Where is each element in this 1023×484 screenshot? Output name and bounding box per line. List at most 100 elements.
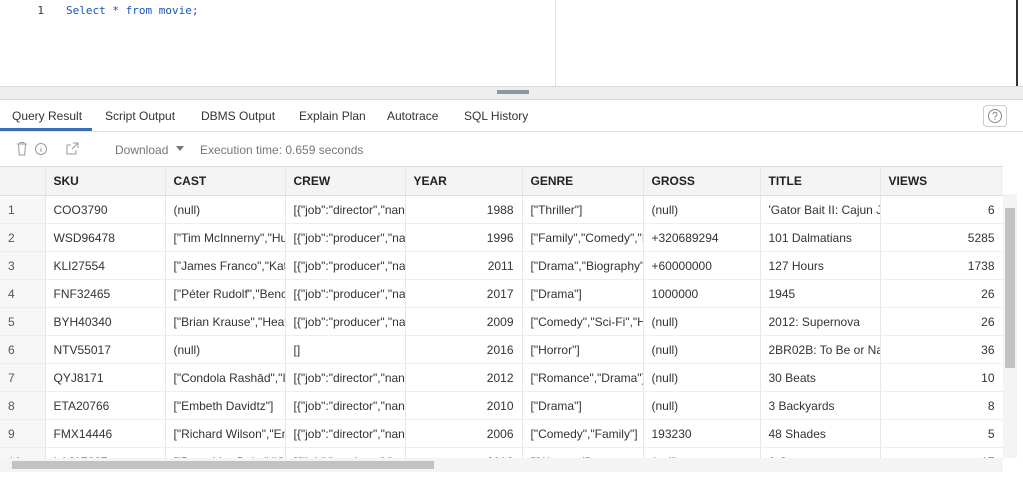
cell: ["Barry Van Dyke","Gr [165,447,286,459]
cell: 26 [880,279,1003,308]
row-number: 6 [0,335,46,364]
cell: 193230 [643,419,761,448]
cell: ["Romance","Drama"] [522,363,644,392]
table-row[interactable]: 10LAJ17667["Barry Van Dyke","Gr[{"job":"… [0,447,1003,459]
cell: 8 [880,391,1003,420]
tab[interactable]: DBMS Output [201,109,276,123]
table-row[interactable]: 2 WSD96478 ["Tim McInnerny","Hu [{"job":"pr… [0,223,1003,252]
row-number: 3 [0,251,46,280]
cell: 36 [880,335,1003,364]
cell: (null) [165,195,286,224]
scroll-thumb[interactable] [1005,208,1015,368]
tab[interactable]: Query Result [12,109,83,123]
row-number: 2 [0,223,46,252]
cell: QYJ8171 [45,363,166,392]
cell: +320689294 [643,223,761,252]
header-row: SKU CAST CREW YEAR GENRE GROSS TITLE VIEWS [0,167,1003,196]
column-header[interactable]: GENRE [522,167,644,196]
cell: 1738 [880,251,1003,280]
cell: (null) [643,307,761,336]
margin-line [555,0,556,86]
cell: 1988 [405,195,523,224]
cell: 2010 [405,391,523,420]
cell: [{"job":"director","nan [285,391,406,420]
table-row[interactable]: 3 KLI27554 ["James Franco","Kate [{"job":"p… [0,251,1003,280]
cell: [{"job":"producer","na [285,251,406,280]
cell: 6 [880,195,1003,224]
cell: (null) [643,195,761,224]
column-header[interactable]: TITLE [760,167,881,196]
editor-scrollbar [1016,0,1018,86]
cell: ["Embeth Davidtz"] [165,391,286,420]
table-row[interactable]: 6 NTV55017 (null)[] 2016 ["Horror"] (null) 2BR… [0,335,1003,364]
cell: 2012 [405,363,523,392]
cell: 48 Shades [760,419,881,448]
scroll-thumb[interactable] [12,461,434,469]
column-header[interactable]: SKU [45,167,166,196]
splitter[interactable] [0,86,1023,100]
cell: ["Comedy","Family"] [522,419,644,448]
cell: KLI27554 [45,251,166,280]
cell: [{"job":"director","nan [285,419,406,448]
column-header[interactable]: CAST [165,167,286,196]
cell: [] [285,335,406,364]
cell: NTV55017 [45,335,166,364]
cell: 5 [880,419,1003,448]
table-row[interactable]: 9 FMX14446 ["Richard Wilson","Em [{"job":"d… [0,419,1003,448]
cell: 'Gator Bait II: Cajun Ju [760,195,881,224]
cell: (null) [643,363,761,392]
cell: 2010 [405,447,523,459]
cell: ["James Franco","Kate [165,251,286,280]
execution-time: Execution time: 0.659 seconds [200,143,364,157]
tab[interactable]: Autotrace [387,109,439,123]
cell: ["Péter Rudolf","Bence [165,279,286,308]
cell: ["Comedy","Sci-Fi","H [522,307,644,336]
table-row[interactable]: 4 FNF32465 ["Péter Rudolf","Bence [{"job":"… [0,279,1003,308]
cell: [{"job":"director","nan [285,363,406,392]
result-table: SKU CAST CREW YEAR GENRE GROSS TITLE VIEWS 1 COO3… [0,167,1003,459]
download-button[interactable]: Download [115,143,169,157]
vertical-scrollbar[interactable] [1003,194,1017,458]
row-number: 10 [0,447,46,459]
table-row[interactable]: 5 BYH40340 ["Brian Krause","Heatl [{"job":"… [0,307,1003,336]
tab[interactable]: Script Output [105,109,176,123]
cell: ["Drama"] [522,391,644,420]
tab-divider [0,131,1023,132]
column-header[interactable]: VIEWS [880,167,1003,196]
horizontal-scrollbar[interactable] [0,458,1003,472]
cell: (null) [643,391,761,420]
help-button[interactable] [983,105,1007,127]
cell: [{"job":"producer","na [285,447,406,459]
cell: 17 [880,447,1003,459]
toolbar-icons [17,142,79,156]
sql-editor[interactable]: 1 Select * from movie; [0,0,1023,87]
column-header[interactable]: YEAR [405,167,523,196]
column-header[interactable]: GROSS [643,167,761,196]
cell: ["Condola Rashād","Ir [165,363,286,392]
table-row[interactable]: 7 QYJ8171 ["Condola Rashād","Ir [{"job":"di… [0,363,1003,392]
cell: (null) [643,335,761,364]
row-number: 9 [0,419,46,448]
result-toolbar: Download Execution time: 0.659 seconds [0,132,1023,166]
row-number: 1 [0,195,46,224]
cell: ETA20766 [45,391,166,420]
tab[interactable]: SQL History [464,109,529,123]
cell: ["Drama"] [522,279,644,308]
cell: 10 [880,363,1003,392]
tab[interactable]: Explain Plan [299,109,366,123]
cell: 2BR02B: To Be or Nau [760,335,881,364]
cell: COO3790 [45,195,166,224]
result-grid: SKU CAST CREW YEAR GENRE GROSS TITLE VIEWS 1 COO3… [0,166,1003,459]
dropdown-arrow[interactable] [176,146,184,152]
column-header[interactable]: CREW [285,167,406,196]
table-row[interactable]: 8 ETA20766 ["Embeth Davidtz"] [{"job":"dire… [0,391,1003,420]
row-number: 4 [0,279,46,308]
table-row[interactable]: 1 COO3790 (null) [{"job":"director","nan 198… [0,195,1003,224]
cell: 1945 [760,279,881,308]
cell: 127 Hours [760,251,881,280]
cell: LAJ17667 [45,447,166,459]
cell: ["Western"] [522,447,644,459]
cell: 2012: Supernova [760,307,881,336]
cell: ["Brian Krause","Heatl [165,307,286,336]
